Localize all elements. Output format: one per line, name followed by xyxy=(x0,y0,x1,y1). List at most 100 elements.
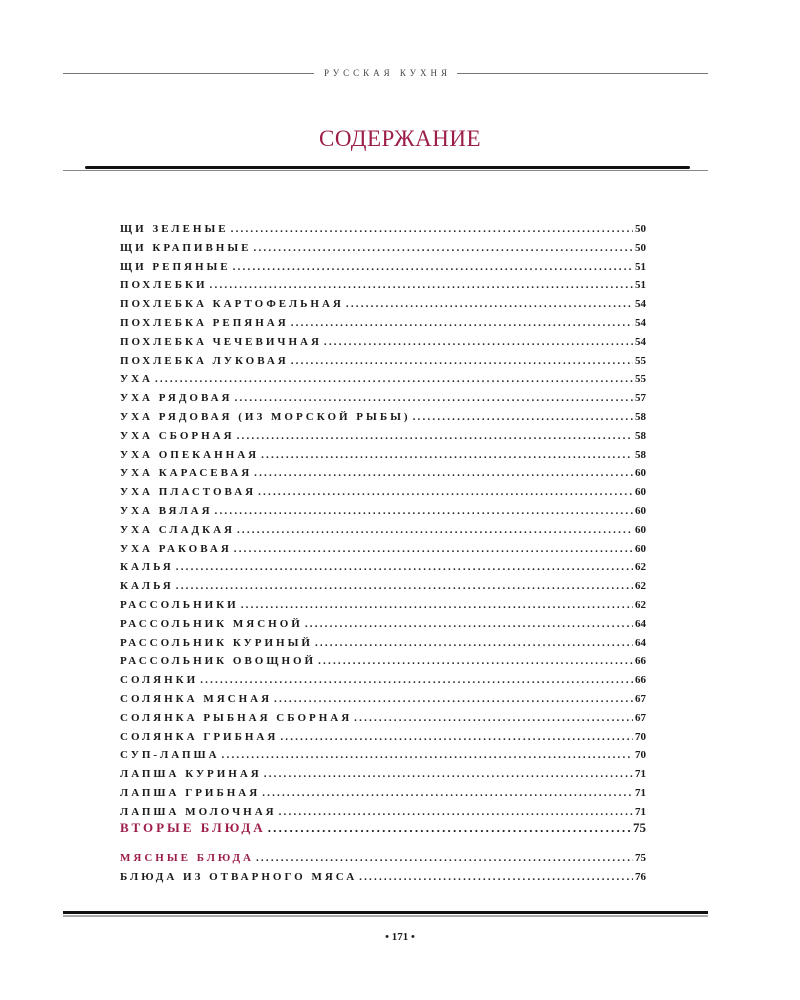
toc-page: 70 xyxy=(635,730,646,743)
divider xyxy=(63,72,314,74)
toc-entry[interactable]: КАЛЬЯ 62 xyxy=(120,580,646,599)
toc-entry-label: ПОХЛЕБКА ЛУКОВАЯ xyxy=(120,354,289,367)
toc-entry[interactable]: УХА 55 xyxy=(120,373,646,392)
page-title: СОДЕРЖАНИЕ xyxy=(318,126,481,151)
toc-entry[interactable]: ЛАПША КУРИНАЯ 71 xyxy=(120,768,646,787)
toc-page: 67 xyxy=(635,692,646,705)
toc-entry[interactable]: СОЛЯНКА РЫБНАЯ СБОРНАЯ 67 xyxy=(120,712,646,731)
toc-entry-label: ЛАПША ГРИБНАЯ xyxy=(120,786,261,799)
toc-entry[interactable]: СОЛЯНКА МЯСНАЯ 67 xyxy=(120,693,646,712)
toc-entry-label: УХА РАКОВАЯ xyxy=(120,542,232,555)
toc-page: 67 xyxy=(635,711,646,724)
toc-entry[interactable]: РАССОЛЬНИК МЯСНОЙ 64 xyxy=(120,618,646,637)
toc-page: 54 xyxy=(635,335,646,348)
toc-page: 60 xyxy=(635,523,646,536)
toc-entry-label: ЩИ РЕПЯНЫЕ xyxy=(120,260,231,273)
footer-rule xyxy=(63,911,708,914)
toc-page: 60 xyxy=(635,467,646,480)
toc-entry[interactable]: ПОХЛЕБКА КАРТОФЕЛЬНАЯ 54 xyxy=(120,298,646,317)
toc-page: 75 xyxy=(635,852,646,864)
toc-entry[interactable]: КАЛЬЯ 62 xyxy=(120,561,646,580)
toc-entry[interactable]: УХА ПЛАСТОВАЯ 60 xyxy=(120,486,646,505)
toc-entry-label: СОЛЯНКА МЯСНАЯ xyxy=(120,692,273,705)
toc-entry-label: УХА СБОРНАЯ xyxy=(120,429,235,442)
leader-dots xyxy=(346,298,633,310)
toc-subsection[interactable]: МЯСНЫЕ БЛЮДА 75 xyxy=(120,852,646,871)
leader-dots xyxy=(155,373,633,385)
toc-page: 75 xyxy=(633,820,646,835)
leader-dots xyxy=(237,524,633,536)
toc-entry[interactable]: УХА РЯДОВАЯ (ИЗ МОРСКОЙ РЫБЫ) 58 xyxy=(120,411,646,430)
leader-dots xyxy=(291,317,633,329)
toc-entry[interactable]: ЛАПША МОЛОЧНАЯ 71 xyxy=(120,806,646,825)
toc-page: 51 xyxy=(635,260,646,273)
toc-entry-label: УХА КАРАСЕВАЯ xyxy=(120,467,253,480)
toc-entry[interactable]: ЛАПША ГРИБНАЯ 71 xyxy=(120,787,646,806)
toc-page: 64 xyxy=(635,636,646,649)
toc-entry[interactable]: УХА ВЯЛАЯ 60 xyxy=(120,505,646,524)
toc-entry[interactable]: ПОХЛЕБКА ЧЕЧЕВИЧНАЯ 54 xyxy=(120,336,646,355)
toc-entry[interactable]: ЩИ РЕПЯНЫЕ 51 xyxy=(120,261,646,280)
toc-entry-label: УХА РЯДОВАЯ (ИЗ МОРСКОЙ РЫБЫ) xyxy=(120,410,411,423)
toc-entry[interactable]: СОЛЯНКА ГРИБНАЯ 70 xyxy=(120,731,646,750)
leader-dots xyxy=(234,392,633,404)
toc-page: 51 xyxy=(635,279,646,292)
toc-entry[interactable]: УХА РАКОВАЯ 60 xyxy=(120,543,646,562)
toc-entry[interactable]: БЛЮДА ИЗ ОТВАРНОГО МЯСА 76 xyxy=(120,871,646,890)
toc-page: 71 xyxy=(635,768,646,781)
leader-dots xyxy=(274,693,633,705)
toc-page: 62 xyxy=(635,580,646,593)
toc-entry[interactable]: УХА КАРАСЕВАЯ 60 xyxy=(120,467,646,486)
toc-entry[interactable]: ПОХЛЕБКА ЛУКОВАЯ 55 xyxy=(120,355,646,374)
leader-dots xyxy=(279,806,633,818)
toc-entry[interactable]: УХА СБОРНАЯ 58 xyxy=(120,430,646,449)
toc-page: 55 xyxy=(635,354,646,367)
toc-entry-label: КАЛЬЯ xyxy=(120,561,174,574)
leader-dots xyxy=(261,449,633,461)
toc-entry-label: УХА ПЛАСТОВАЯ xyxy=(120,486,257,499)
toc-page: 71 xyxy=(635,786,646,799)
toc-section-label: ВТОРЫЕ БЛЮДА xyxy=(120,820,266,835)
toc-entry[interactable]: ПОХЛЕБКА РЕПЯНАЯ 54 xyxy=(120,317,646,336)
toc-entry[interactable]: СОЛЯНКИ 66 xyxy=(120,674,646,693)
toc-page: 71 xyxy=(635,805,646,818)
toc-entry-label: ЩИ ЗЕЛЕНЫЕ xyxy=(120,223,229,235)
leader-dots xyxy=(237,430,633,442)
leader-dots xyxy=(241,599,633,611)
toc-entry[interactable]: ЩИ КРАПИВНЫЕ 50 xyxy=(120,242,646,261)
toc-section[interactable]: ВТОРЫЕ БЛЮДА 75 xyxy=(120,820,646,844)
toc-page: 70 xyxy=(635,749,646,762)
leader-dots xyxy=(222,749,633,761)
toc-page: 57 xyxy=(635,392,646,405)
toc-page: 54 xyxy=(635,298,646,311)
toc-entry[interactable]: УХА РЯДОВАЯ 57 xyxy=(120,392,646,411)
title-rule xyxy=(85,166,690,169)
running-head: РУССКАЯ КУХНЯ xyxy=(63,68,708,78)
toc-entry[interactable]: УХА ОПЕКАННАЯ 58 xyxy=(120,449,646,468)
leader-dots xyxy=(210,279,633,291)
toc-entry[interactable]: СУП-ЛАПША 70 xyxy=(120,749,646,768)
title-rule-thin xyxy=(63,170,708,171)
toc-entry-label: УХА СЛАДКАЯ xyxy=(120,523,235,536)
toc-entry[interactable]: РАССОЛЬНИК ОВОЩНОЙ 66 xyxy=(120,655,646,674)
toc-page: 55 xyxy=(635,373,646,386)
toc-entry-label: ПОХЛЕБКА РЕПЯНАЯ xyxy=(120,316,289,329)
toc-entry[interactable]: ЩИ ЗЕЛЕНЫЕ 50 xyxy=(120,223,646,242)
leader-dots xyxy=(254,242,634,254)
toc-entry-label: УХА ВЯЛАЯ xyxy=(120,504,213,517)
toc-subsection-label: МЯСНЫЕ БЛЮДА xyxy=(120,852,254,864)
toc-page: 54 xyxy=(635,316,646,329)
page-number: • 171 • xyxy=(385,931,415,943)
leader-dots xyxy=(359,871,633,883)
toc-entry-label: БЛЮДА ИЗ ОТВАРНОГО МЯСА xyxy=(120,870,358,883)
toc-page: 58 xyxy=(635,448,646,461)
toc-entry[interactable]: РАССОЛЬНИК КУРИНЫЙ 64 xyxy=(120,637,646,656)
leader-dots xyxy=(262,787,633,799)
leader-dots xyxy=(324,336,633,348)
toc-entry-label: ЩИ КРАПИВНЫЕ xyxy=(120,241,252,254)
toc-entry-label: ПОХЛЕБКА ЧЕЧЕВИЧНАЯ xyxy=(120,335,322,348)
toc-entry[interactable]: УХА СЛАДКАЯ 60 xyxy=(120,524,646,543)
toc-entry[interactable]: РАССОЛЬНИКИ 62 xyxy=(120,599,646,618)
toc-entry[interactable]: ПОХЛЕБКИ 51 xyxy=(120,279,646,298)
toc-page: 76 xyxy=(635,870,646,883)
